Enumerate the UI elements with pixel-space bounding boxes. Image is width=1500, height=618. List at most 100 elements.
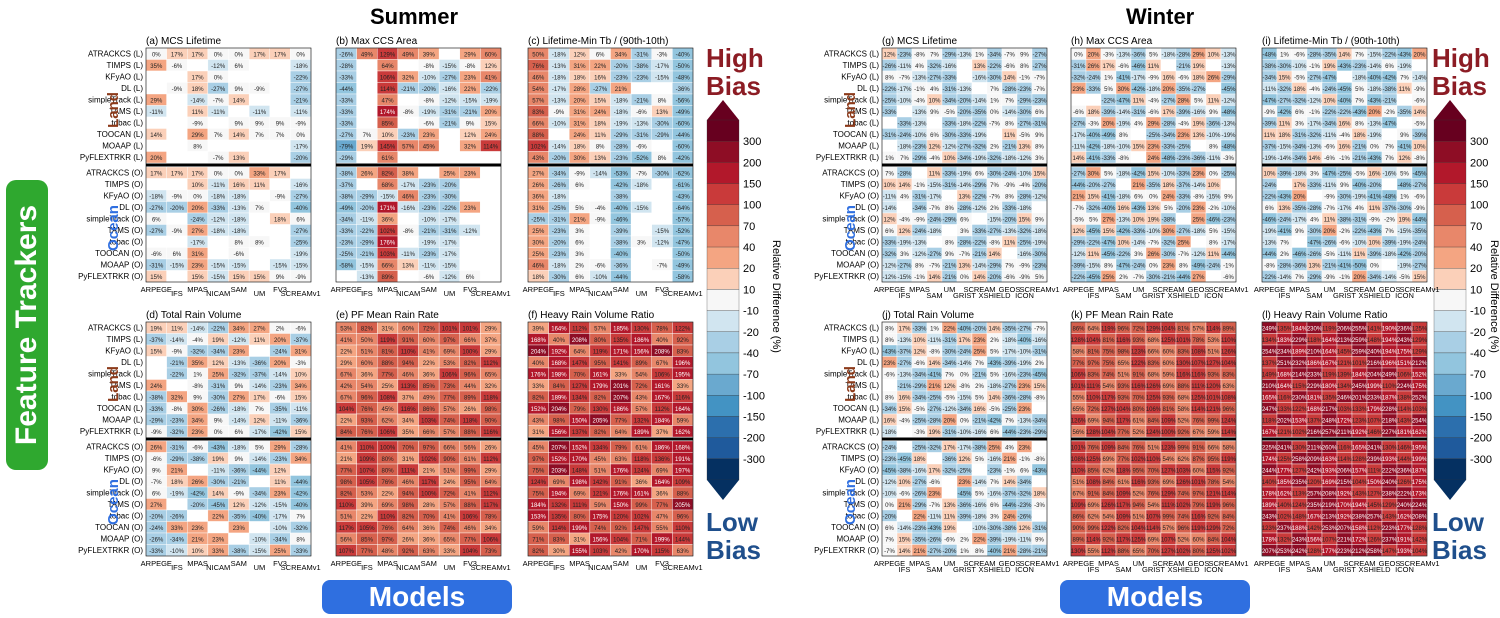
heatmap-cell <box>881 344 898 357</box>
heatmap-cell <box>1001 93 1018 106</box>
heatmap-cell <box>911 475 928 488</box>
cell-label: -7% <box>884 549 895 555</box>
heatmap-cell <box>480 544 502 557</box>
heatmap-cell <box>1291 344 1308 357</box>
heatmap-cell <box>1205 521 1222 534</box>
cell-label: 12% <box>253 419 266 425</box>
cell-label: 12% <box>1018 526 1031 532</box>
heatmap-cell <box>1220 521 1237 534</box>
heatmap-cell <box>1396 509 1413 522</box>
heatmap-cell <box>459 356 481 369</box>
heatmap-cell <box>207 82 229 95</box>
cell-label: -29% <box>614 133 629 139</box>
heatmap-cell <box>1145 333 1162 346</box>
heatmap-cell <box>1261 509 1278 522</box>
heatmap-cell <box>1001 333 1018 346</box>
heatmap-cell <box>1190 105 1207 118</box>
cell-label: -44% <box>676 133 691 139</box>
heatmap-cell <box>956 178 973 191</box>
heatmap-cell <box>377 93 399 106</box>
cell-label: 24% <box>443 480 456 486</box>
heatmap-cell <box>1411 166 1428 179</box>
cell-label: 102% <box>1176 503 1192 509</box>
cell-label: 30% <box>1087 172 1100 178</box>
heatmap-cell <box>1130 379 1147 392</box>
heatmap-cell <box>610 425 632 438</box>
heatmap-cell <box>1145 440 1162 453</box>
heatmap-cell <box>459 151 481 164</box>
heatmap-cell <box>1291 475 1308 488</box>
heatmap-cell <box>1205 116 1222 129</box>
cell-label: 100% <box>421 492 437 498</box>
heatmap-cell <box>569 452 591 465</box>
heatmap-cell <box>1085 532 1102 545</box>
cell-label: -23% <box>170 419 185 425</box>
heatmap-cell <box>589 47 611 60</box>
cell-label: -13% <box>912 241 927 247</box>
heatmap-cell <box>248 47 270 60</box>
cell-label: -49% <box>676 110 691 116</box>
heatmap-cell <box>610 486 632 499</box>
cell-label: -26% <box>1307 252 1322 258</box>
cell-label: -16% <box>1382 172 1397 178</box>
cell-label: 71% <box>532 538 545 544</box>
cell-label: 242% <box>1292 549 1308 555</box>
cell-label: -49% <box>676 264 691 270</box>
heatmap-cell <box>1130 532 1147 545</box>
heatmap-cell <box>589 139 611 152</box>
heatmap-cell <box>956 486 973 499</box>
heatmap-cell <box>397 247 419 260</box>
heatmap-cell <box>1085 402 1102 415</box>
cell-label: -7% <box>1034 87 1045 93</box>
heatmap-cell <box>1130 235 1147 248</box>
cell-label: 192% <box>1337 515 1353 521</box>
cell-label: 190% <box>1382 327 1398 333</box>
cell-label: 33% <box>677 384 690 390</box>
cell-label: 67% <box>340 373 353 379</box>
heatmap-cell <box>1220 70 1237 83</box>
heatmap-cell <box>356 116 378 129</box>
heatmap-cell <box>166 532 188 545</box>
heatmap-cell <box>1145 486 1162 499</box>
heatmap-cell <box>1001 189 1018 202</box>
heatmap-cell <box>1031 390 1048 403</box>
cell-label: -35% <box>1176 87 1191 93</box>
heatmap-cell <box>1261 189 1278 202</box>
heatmap-cell <box>1411 93 1428 106</box>
heatmap-cell <box>335 367 357 380</box>
summer-title: Summer <box>370 4 459 29</box>
cell-label: 102% <box>1277 515 1293 521</box>
heatmap-cell <box>630 59 652 72</box>
cell-label: 222% <box>1382 469 1398 475</box>
heatmap-cell <box>986 235 1003 248</box>
heatmap-cell <box>248 498 270 511</box>
cell-label: 218% <box>1382 419 1398 425</box>
cell-label: -17% <box>1337 206 1352 212</box>
cell-label: 21% <box>423 469 436 475</box>
cell-label: -18% <box>149 195 164 201</box>
heatmap-cell <box>356 189 378 202</box>
heatmap-cell <box>1306 509 1323 522</box>
heatmap-cell <box>1351 379 1368 392</box>
cell-label: -17% <box>252 430 267 436</box>
heatmap-cell <box>1220 498 1237 511</box>
cell-label: 107% <box>359 469 375 475</box>
cell-label: 13% <box>1308 264 1321 270</box>
heatmap-cell <box>926 247 943 260</box>
heatmap-cell <box>1276 425 1293 438</box>
cell-label: 17% <box>274 172 287 178</box>
cell-label: 212% <box>1352 549 1368 555</box>
heatmap-cell <box>1190 93 1207 106</box>
cell-label: 9% <box>193 396 202 402</box>
cell-label: 45% <box>423 145 436 151</box>
heatmap-cell <box>1160 247 1177 260</box>
cell-label: -79% <box>339 145 354 151</box>
heatmap-cell <box>187 333 209 346</box>
cell-label: 20% <box>485 110 498 116</box>
cell-label: -8% <box>403 229 414 235</box>
tracker-label: PyFLEXTRKR (L) <box>80 153 143 162</box>
heatmap-cell <box>1366 463 1383 476</box>
cell-label: -8% <box>1414 156 1425 162</box>
cell-label: 21% <box>192 538 205 544</box>
cell-label: -18% <box>927 229 942 235</box>
